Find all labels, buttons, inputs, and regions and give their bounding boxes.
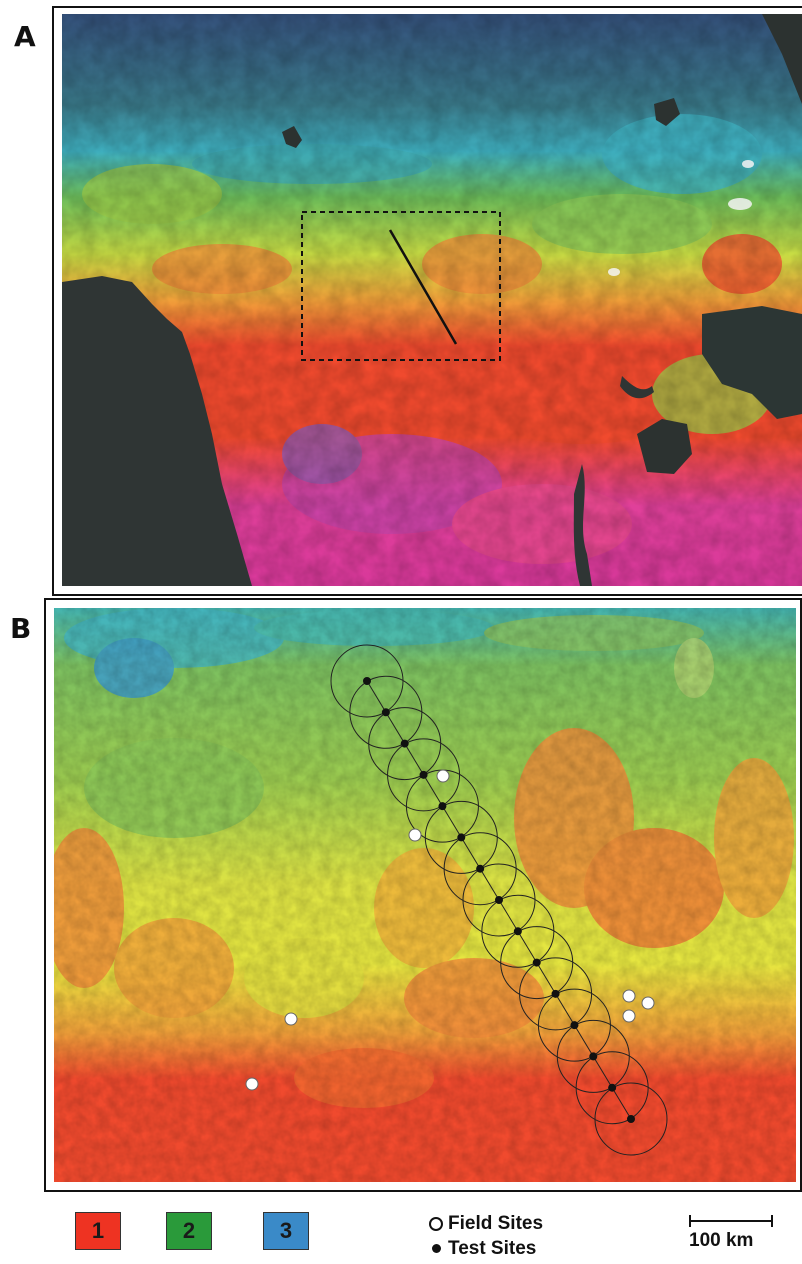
lake-north [654,98,680,126]
field-site-marker [622,989,636,1003]
study-area-box [301,211,501,361]
scale-bar [689,1215,773,1227]
legend-swatch-class-3: 3 [263,1212,309,1250]
field-site-marker [641,996,655,1010]
sampling-radius-circle [594,1082,668,1156]
atlantic-ocean [62,276,252,586]
test-site-icon [432,1244,441,1253]
test-site-marker [570,1021,579,1030]
lake-southeast [637,419,692,474]
field-site-marker [408,828,422,842]
legend-swatch-class-2: 2 [166,1212,212,1250]
test-site-marker [457,833,466,842]
panel-b-letter: B [10,612,32,645]
lake-east [702,306,802,419]
northeast-dark-area [762,14,802,104]
test-site-marker [513,927,522,936]
test-site-marker [495,896,503,904]
scale-bar-label: 100 km [689,1230,754,1251]
river-east [620,376,654,399]
panel-b-map [54,608,796,1182]
test-site-marker [363,677,371,685]
legend-class-3-label: 3 [279,1218,293,1243]
field-sites [245,769,655,1091]
field-site-marker [245,1077,259,1091]
panel-a-map [62,14,802,586]
test-site-marker [400,739,409,748]
test-site-marker [608,1083,617,1092]
field-site-marker [284,1012,298,1026]
test-site-marker [589,1052,598,1061]
field-site-marker [436,769,450,783]
test-site-marker [476,864,485,873]
test-site-marker [551,989,560,998]
legend-test-sites-label: Test Sites [448,1238,537,1259]
lake-northwest [282,126,302,148]
legend: 1 2 3 Field Sites Test Sites 100 km [0,1212,802,1264]
test-site-marker [627,1115,635,1123]
field-site-marker [622,1009,636,1023]
panel-a-letter: A [14,20,36,53]
transect-sites [330,644,668,1156]
legend-class-2-label: 2 [182,1218,196,1243]
test-site-marker [381,708,390,717]
legend-class-1-label: 1 [91,1218,105,1243]
legend-field-sites-label: Field Sites [448,1213,544,1234]
transect-line [388,229,458,345]
cloud-patches [608,160,754,276]
test-site-marker [438,802,447,811]
test-site-marker [532,958,541,967]
field-site-icon [429,1217,443,1231]
river-south [573,464,592,586]
test-site-marker [419,770,428,779]
legend-swatch-class-1: 1 [75,1212,121,1250]
